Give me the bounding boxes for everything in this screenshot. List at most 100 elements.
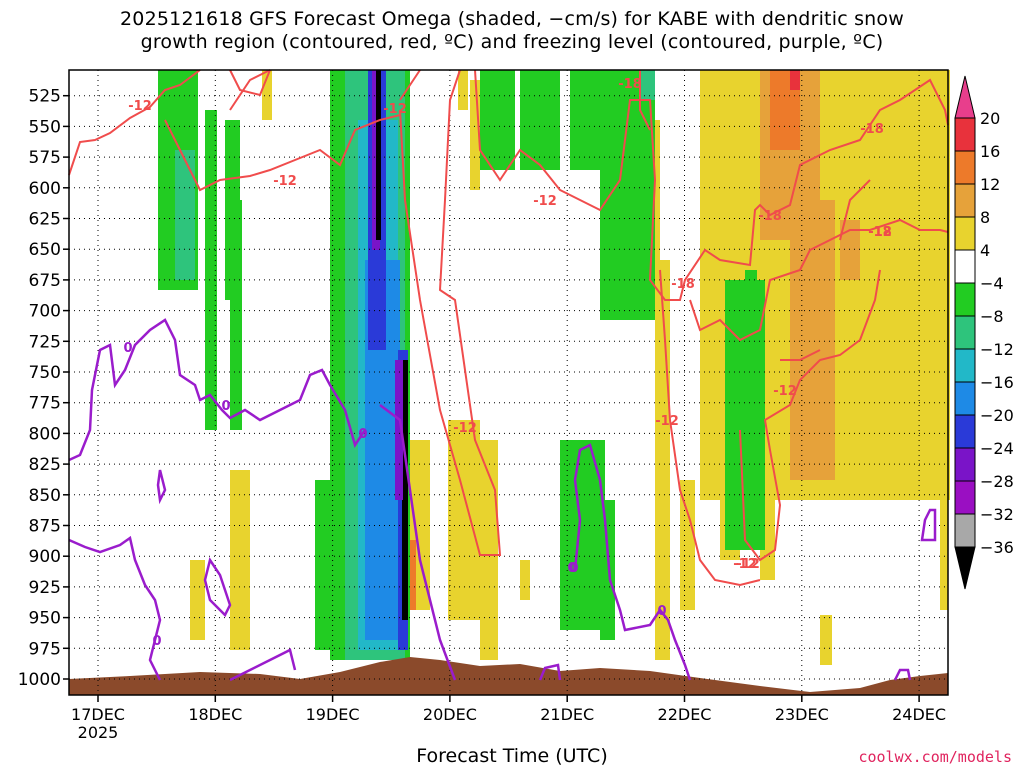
y-tick-label: 975 (29, 639, 61, 659)
colorbar-label: 8 (980, 208, 990, 227)
x-tick-label: 17DEC (71, 705, 125, 724)
y-tick-label: 575 (29, 148, 61, 168)
dgz-contour (399, 69, 421, 101)
y-tick-label: 675 (29, 271, 61, 291)
colorbar-label: −24 (980, 439, 1014, 458)
freezing-level-contour (920, 508, 937, 542)
freezing-level-label: 0 (358, 427, 367, 442)
x-tick-label: 24DEC (892, 705, 946, 724)
omega-shaded-area (408, 540, 416, 610)
y-tick-label: 725 (29, 332, 61, 352)
dgz-contour (399, 69, 502, 556)
freezing-level-label: 0 (152, 634, 161, 649)
dgz-contour-label: -12 (383, 102, 407, 117)
dgz-contour (639, 70, 651, 131)
site-credit[interactable]: coolwx.com/models (858, 748, 1012, 766)
dgz-contour-label: -12 (533, 194, 557, 209)
y-tick-label: 925 (29, 578, 61, 598)
colorbar-segment (954, 282, 976, 317)
y-tick-label: 1000 (18, 670, 61, 690)
omega-shaded-area (470, 80, 480, 190)
dgz-contour-label: -12 (453, 421, 477, 436)
dgz-contour (839, 179, 871, 241)
x-axis: 17DEC 18DEC 19DEC 20DEC 21DEC 22DEC 23DEC 24DEC… (71, 695, 946, 742)
dgz-contour-label: -12 (868, 225, 892, 240)
colorbar-label: −20 (980, 406, 1014, 425)
colorbar-segment (954, 75, 976, 119)
terrain-surface (69, 657, 948, 695)
omega-shaded-area (376, 70, 381, 240)
colorbar-segment (954, 546, 976, 590)
omega-shaded-area (940, 70, 948, 610)
dgz-contour (229, 69, 271, 111)
freezing-level-contour (68, 318, 367, 462)
colorbar-segment (954, 315, 976, 350)
omega-shaded-area (600, 70, 655, 320)
colorbar-segment (954, 117, 976, 152)
x-tick-label: 22DEC (658, 705, 712, 724)
freezing-level-contour (203, 556, 232, 618)
colorbar-label: −4 (980, 274, 1004, 293)
purple-contours (68, 318, 937, 682)
y-tick-label: 775 (29, 394, 61, 414)
y-tick-label: 650 (29, 240, 61, 260)
colorbar-segment (954, 348, 976, 383)
colorbar-label: 12 (980, 175, 1000, 194)
dgz-contour-label: -18 (758, 209, 782, 224)
colorbar-segment (954, 249, 976, 284)
chart-title-line2: growth region (contoured, red, ºC) and f… (140, 31, 884, 53)
dgz-contour-label: -12 (128, 99, 152, 114)
y-tick-label: 900 (29, 547, 61, 567)
x-tick-label: 19DEC (306, 705, 360, 724)
omega-shaded-area (640, 70, 655, 100)
colorbar-segment (954, 183, 976, 218)
freezing-level-label: 0 (657, 604, 666, 619)
red-contours (68, 69, 949, 587)
colorbar-label: −12 (980, 340, 1014, 359)
freezing-level-label: 0 (221, 399, 230, 414)
omega-shaded-area (395, 360, 403, 500)
omega-shaded-area (600, 500, 615, 640)
colorbar-segment (954, 216, 976, 251)
omega-shaded-area (680, 480, 695, 610)
colorbar-label: 16 (980, 142, 1000, 161)
dgz-contour (780, 349, 821, 361)
dgz-contour-label: -12 (736, 557, 760, 572)
omega-shaded-area (790, 70, 800, 90)
omega-shaded-area (448, 420, 480, 620)
y-tick-label: 600 (29, 179, 61, 199)
colorbar-label: 4 (980, 241, 990, 260)
y-tick-label: 550 (29, 117, 61, 137)
dgz-contour-label: -18 (860, 122, 884, 137)
colorbar-label: 20 (980, 109, 1000, 128)
colorbar-label: −8 (980, 307, 1004, 326)
colorbar-segment (954, 414, 976, 449)
dgz-contour (689, 218, 949, 342)
dgz-contour-label: -18 (868, 225, 892, 240)
omega-shaded-area (458, 70, 468, 110)
colorbar-segment (954, 447, 976, 482)
omega-shading (158, 70, 950, 665)
x-tick-label: 21DEC (540, 705, 594, 724)
dgz-contour (739, 269, 881, 562)
dgz-contour-label: -12 (733, 557, 757, 572)
contour-labels: -12-12-12-12-12 -12-12-12-12-18-18-18-18-… (123, 77, 891, 649)
plot-frame (68, 69, 949, 696)
freezing-level-contour (229, 648, 297, 682)
omega-shaded-area (745, 270, 757, 520)
omega-shaded-area (230, 200, 242, 430)
grid-lines (69, 70, 948, 695)
chart-title-line1: 2025121618 GFS Forecast Omega (shaded, −… (120, 8, 904, 30)
freezing-level-label: 0 (123, 341, 132, 356)
colorbar-segment (954, 513, 976, 548)
x-axis-title: Forecast Time (UTC) (416, 745, 608, 767)
colorbar-segment (954, 381, 976, 416)
y-axis: 525 550 575 600 625 650 675 700 725 750 775 800 825 8… (18, 87, 69, 690)
dgz-contour (229, 69, 271, 97)
freezing-level-contour (538, 663, 562, 681)
colorbar-segment (954, 150, 976, 185)
omega-shaded-area (205, 110, 217, 430)
dgz-contour-label: -12 (655, 414, 679, 429)
y-tick-label: 850 (29, 486, 61, 506)
